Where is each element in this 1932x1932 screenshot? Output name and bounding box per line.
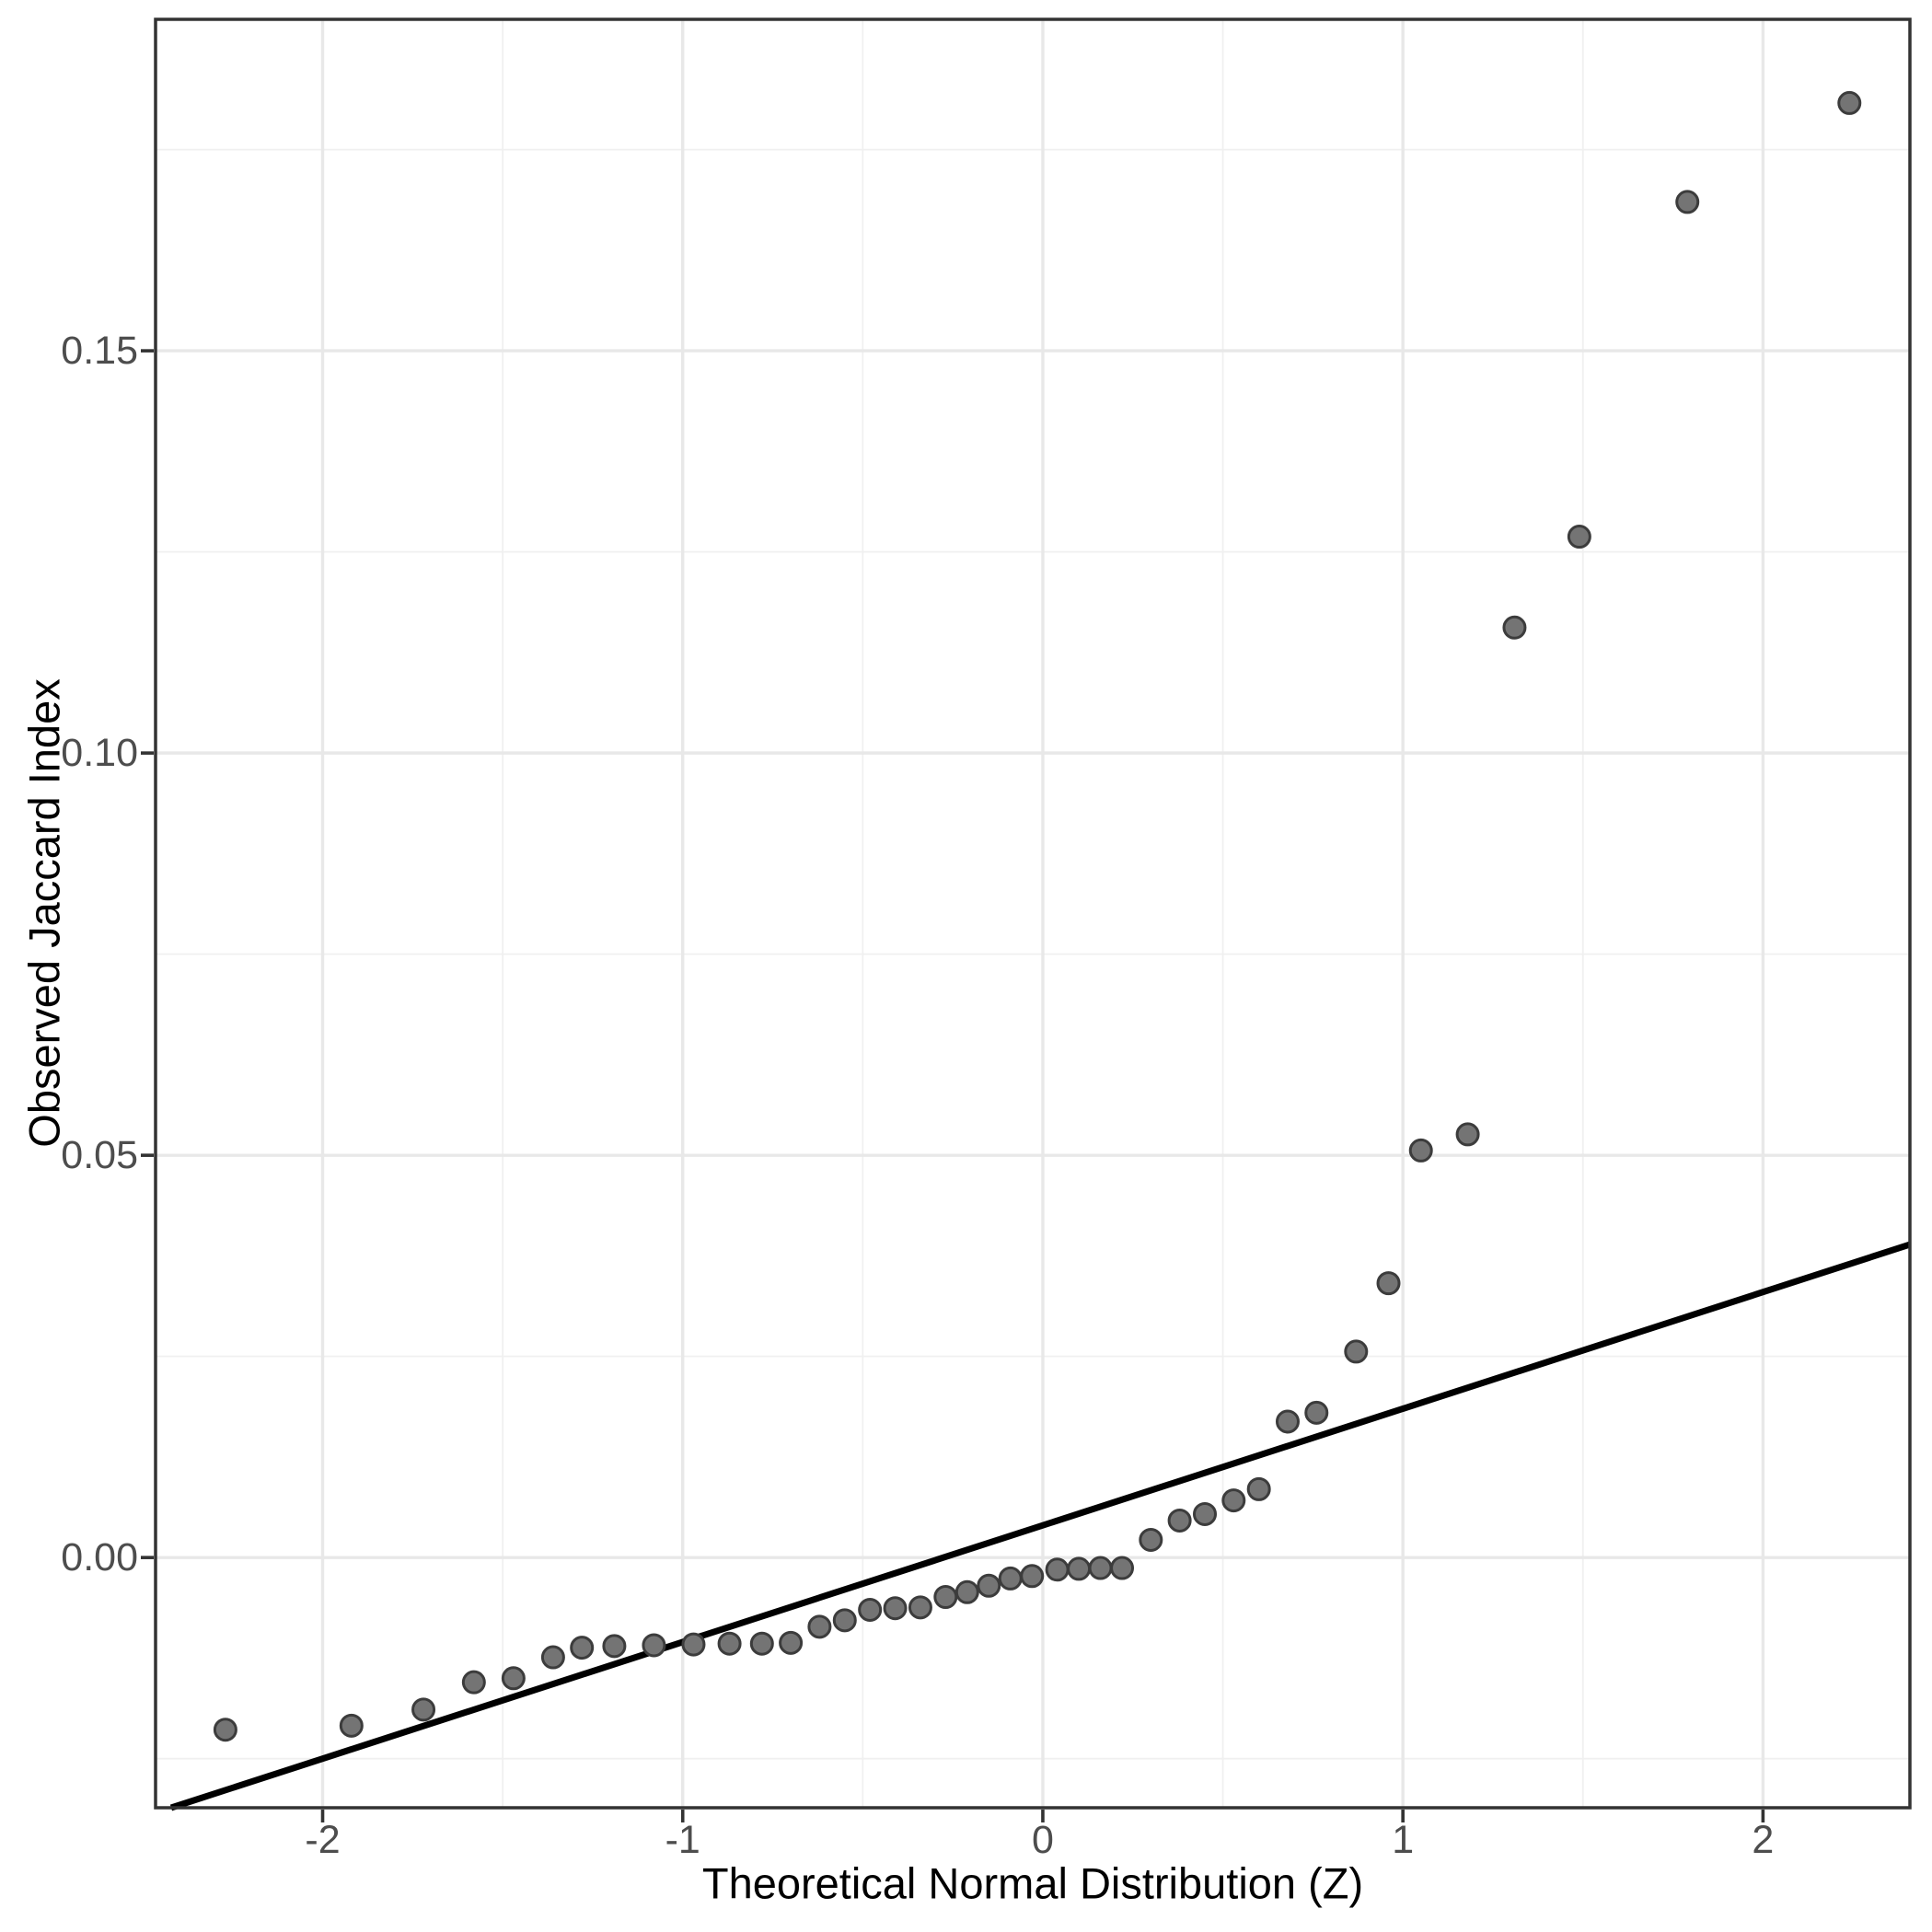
y-axis-title: Observed Jaccard Index xyxy=(19,678,69,1148)
data-point xyxy=(998,1566,1023,1591)
data-point xyxy=(1344,1339,1369,1364)
y-tick-label: 0.15 xyxy=(61,329,138,373)
data-point xyxy=(642,1633,666,1658)
x-tick-label: 2 xyxy=(1752,1818,1774,1862)
x-axis-title: Theoretical Normal Distribution (Z) xyxy=(701,1858,1364,1908)
data-point xyxy=(1376,1271,1401,1296)
qq-reference-line xyxy=(169,1241,1912,1811)
data-point xyxy=(1246,1476,1271,1501)
data-point xyxy=(1275,1409,1300,1434)
data-point xyxy=(717,1631,742,1656)
plot-panel xyxy=(156,19,1910,1808)
data-point xyxy=(1455,1122,1480,1147)
data-point xyxy=(501,1666,526,1691)
y-tick-label: 0.10 xyxy=(61,731,138,775)
data-point xyxy=(1088,1556,1113,1580)
x-tick-label: -1 xyxy=(665,1818,700,1862)
data-point xyxy=(1139,1527,1163,1552)
data-point xyxy=(954,1579,979,1604)
data-point xyxy=(1567,525,1591,550)
y-tick-label: 0.05 xyxy=(61,1133,138,1177)
x-tick-label: 0 xyxy=(1032,1818,1054,1862)
data-point xyxy=(339,1713,364,1738)
data-point xyxy=(977,1573,1001,1598)
data-point xyxy=(807,1614,832,1639)
data-point xyxy=(213,1718,237,1742)
data-point xyxy=(1193,1501,1218,1526)
data-point xyxy=(908,1595,932,1620)
panel-border xyxy=(154,17,1912,1810)
data-point xyxy=(1045,1557,1070,1582)
data-point xyxy=(411,1697,436,1722)
data-point xyxy=(570,1636,595,1660)
data-point xyxy=(1675,190,1700,214)
data-point xyxy=(1502,615,1527,640)
data-point xyxy=(1020,1564,1045,1589)
data-point xyxy=(1221,1488,1246,1513)
data-point xyxy=(1837,90,1862,115)
data-point xyxy=(933,1585,958,1610)
data-point xyxy=(883,1596,908,1621)
data-point xyxy=(749,1631,774,1656)
data-point xyxy=(779,1630,804,1655)
data-point xyxy=(1067,1556,1092,1581)
data-point xyxy=(1408,1138,1433,1163)
y-tick-label: 0.00 xyxy=(61,1535,138,1579)
x-tick-label: 1 xyxy=(1392,1818,1414,1862)
data-point xyxy=(540,1645,565,1670)
data-point xyxy=(858,1597,883,1622)
data-point xyxy=(602,1634,627,1659)
data-point xyxy=(681,1632,706,1657)
data-point xyxy=(1304,1400,1329,1425)
x-tick-label: -2 xyxy=(305,1818,340,1862)
data-point xyxy=(461,1670,486,1695)
data-point xyxy=(832,1608,857,1633)
data-point xyxy=(1167,1508,1192,1533)
data-point xyxy=(1110,1556,1135,1580)
